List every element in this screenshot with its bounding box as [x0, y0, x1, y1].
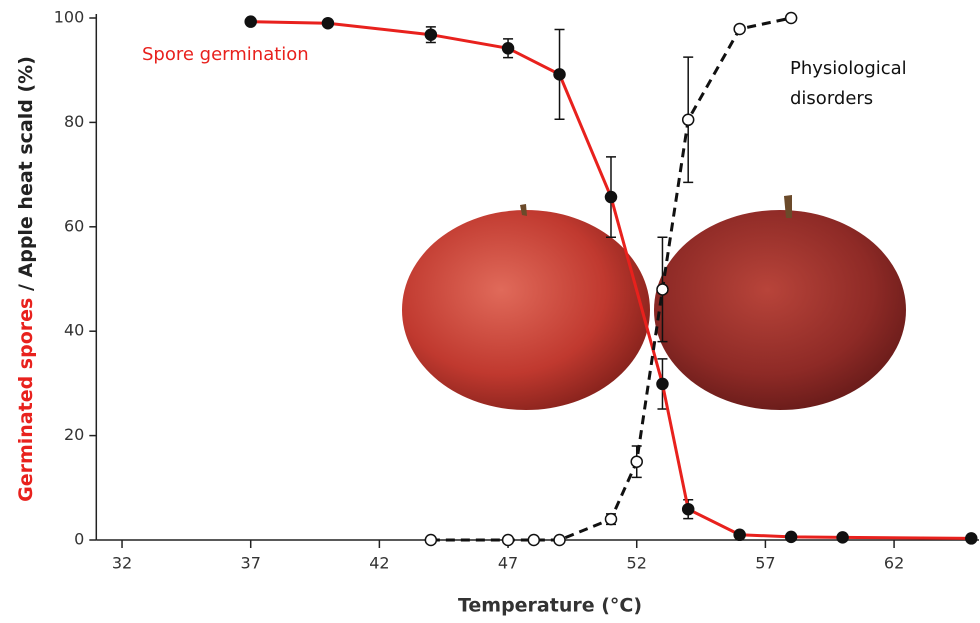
y-axis-label: Germinated spores / Apple heat scald (%) — [15, 56, 37, 502]
series-label: Physiological disorders — [790, 58, 907, 109]
x-tick-label: 47 — [498, 554, 518, 573]
data-point — [733, 22, 746, 36]
y-label-part: Germinated spores — [15, 298, 37, 502]
x-tick-label: 37 — [241, 554, 261, 573]
data-point — [424, 533, 438, 547]
data-point — [604, 190, 618, 204]
data-point — [244, 15, 257, 28]
series-line — [430, 16, 792, 542]
data-point — [501, 42, 515, 55]
data-point — [527, 533, 541, 547]
data-point — [501, 533, 515, 547]
x-axis-label: Temperature (°C) — [458, 595, 642, 617]
x-tick-label: 52 — [627, 554, 647, 573]
data-point — [836, 531, 849, 544]
y-tick-label: 60 — [64, 216, 84, 235]
data-point — [604, 512, 618, 526]
apple-stem — [784, 195, 792, 218]
x-tick-label: 57 — [755, 554, 775, 573]
data-point — [630, 455, 643, 468]
apple — [402, 210, 650, 410]
y-tick-label: 0 — [74, 530, 84, 549]
data-point — [784, 11, 798, 25]
data-point — [656, 377, 669, 391]
data-point — [553, 533, 566, 547]
series-label: Spore germination — [142, 44, 309, 65]
data-point — [424, 28, 438, 41]
y-tick-label: 80 — [64, 112, 84, 131]
data-point — [733, 528, 746, 542]
y-label-part: / Apple heat scald (%) — [15, 56, 37, 298]
apple-stem — [520, 204, 527, 216]
y-tick-label: 40 — [64, 321, 84, 340]
x-tick-label: 32 — [112, 554, 132, 573]
data-point — [965, 532, 978, 545]
y-tick-label: 100 — [54, 8, 85, 27]
data-point — [321, 16, 335, 30]
y-tick-label: 20 — [64, 425, 84, 444]
apple — [654, 210, 906, 410]
data-point — [681, 113, 695, 127]
data-point — [784, 530, 798, 544]
x-tick-label: 62 — [884, 554, 904, 573]
series-line — [250, 20, 972, 540]
apple-photos — [402, 195, 906, 410]
data-point — [656, 283, 669, 296]
data-point — [681, 502, 695, 516]
data-point — [553, 68, 566, 81]
x-tick-label: 42 — [369, 554, 389, 573]
